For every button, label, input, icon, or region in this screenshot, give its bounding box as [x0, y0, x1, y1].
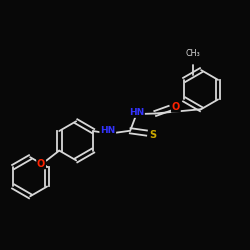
Text: HN: HN [129, 108, 144, 117]
Text: O: O [37, 158, 45, 168]
Text: S: S [150, 130, 157, 140]
Text: HN: HN [100, 126, 116, 135]
Text: CH₃: CH₃ [185, 49, 200, 58]
Text: O: O [172, 102, 180, 112]
